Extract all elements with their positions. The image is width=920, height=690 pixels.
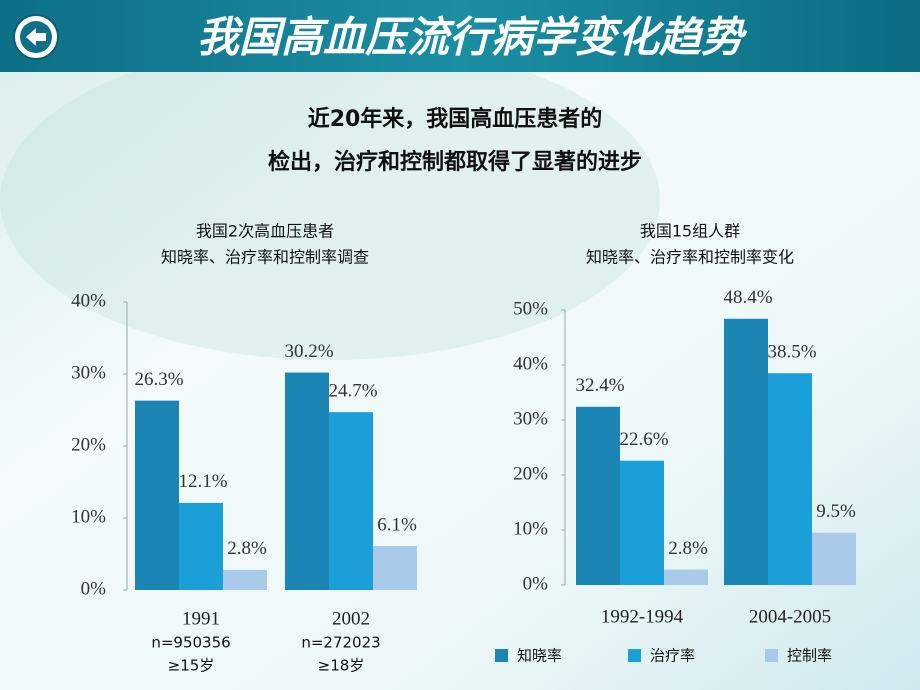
value-label: 2.8%: [227, 538, 267, 559]
back-button[interactable]: [13, 14, 59, 60]
category-note: ≥15岁: [168, 657, 215, 675]
y-tick-label: 30%: [71, 362, 106, 383]
header-bar: [0, 0, 920, 72]
value-label: 22.6%: [619, 429, 668, 450]
bar: [620, 460, 664, 585]
value-label: 2.8%: [668, 538, 708, 559]
y-tick-label: 0%: [81, 578, 107, 599]
bar: [373, 546, 417, 590]
decor: [0, 40, 660, 360]
bar: [576, 406, 620, 585]
legend-label: 知晓率: [517, 647, 562, 665]
bar: [179, 502, 223, 590]
value-label: 48.4%: [723, 287, 772, 308]
bar: [285, 372, 329, 590]
y-tick-label: 10%: [71, 506, 106, 527]
subtitle: 检出，治疗和控制都取得了显著的进步: [268, 149, 642, 175]
legend-swatch: [765, 649, 778, 662]
y-tick-label: 10%: [513, 518, 548, 539]
y-tick-label: 0%: [523, 573, 549, 594]
legend-label: 控制率: [787, 647, 832, 665]
value-label: 12.1%: [178, 471, 227, 492]
value-label: 30.2%: [284, 341, 333, 362]
chart-title: 知晓率、治疗率和控制率变化: [586, 248, 794, 267]
category-note: n=950356: [151, 634, 230, 652]
x-tick-label: 2002: [332, 608, 370, 629]
y-tick-label: 50%: [513, 298, 548, 319]
y-tick-label: 20%: [71, 434, 106, 455]
category-note: n=272023: [301, 634, 380, 652]
chart-title: 我国2次高血压患者: [196, 222, 334, 241]
bar: [329, 412, 373, 590]
x-tick-label: 1992-1994: [601, 606, 684, 627]
bar: [135, 400, 179, 590]
value-label: 6.1%: [377, 514, 417, 535]
bar: [724, 318, 768, 585]
value-label: 24.7%: [328, 381, 377, 402]
x-tick-label: 1991: [182, 608, 220, 629]
chart-title: 知晓率、治疗率和控制率调查: [161, 248, 369, 267]
bar: [768, 373, 812, 585]
slide-title: 我国高血压流行病学变化趋势: [197, 13, 748, 62]
legend-label: 治疗率: [650, 647, 695, 665]
value-label: 9.5%: [816, 501, 856, 522]
y-tick-label: 20%: [513, 463, 548, 484]
legend-swatch: [628, 649, 641, 662]
x-tick-label: 2004-2005: [749, 606, 831, 627]
bar: [664, 569, 708, 585]
bar: [223, 569, 267, 590]
subtitle: 近20年来，我国高血压患者的: [308, 106, 603, 132]
bar: [812, 532, 856, 585]
category-note: ≥18岁: [318, 657, 365, 675]
value-label: 26.3%: [134, 369, 183, 390]
y-tick-label: 40%: [513, 353, 548, 374]
legend-swatch: [495, 649, 508, 662]
y-tick-label: 30%: [513, 408, 548, 429]
value-label: 32.4%: [575, 375, 624, 396]
chart-title: 我国15组人群: [640, 222, 740, 241]
value-label: 38.5%: [767, 342, 816, 363]
y-tick-label: 40%: [71, 290, 106, 311]
